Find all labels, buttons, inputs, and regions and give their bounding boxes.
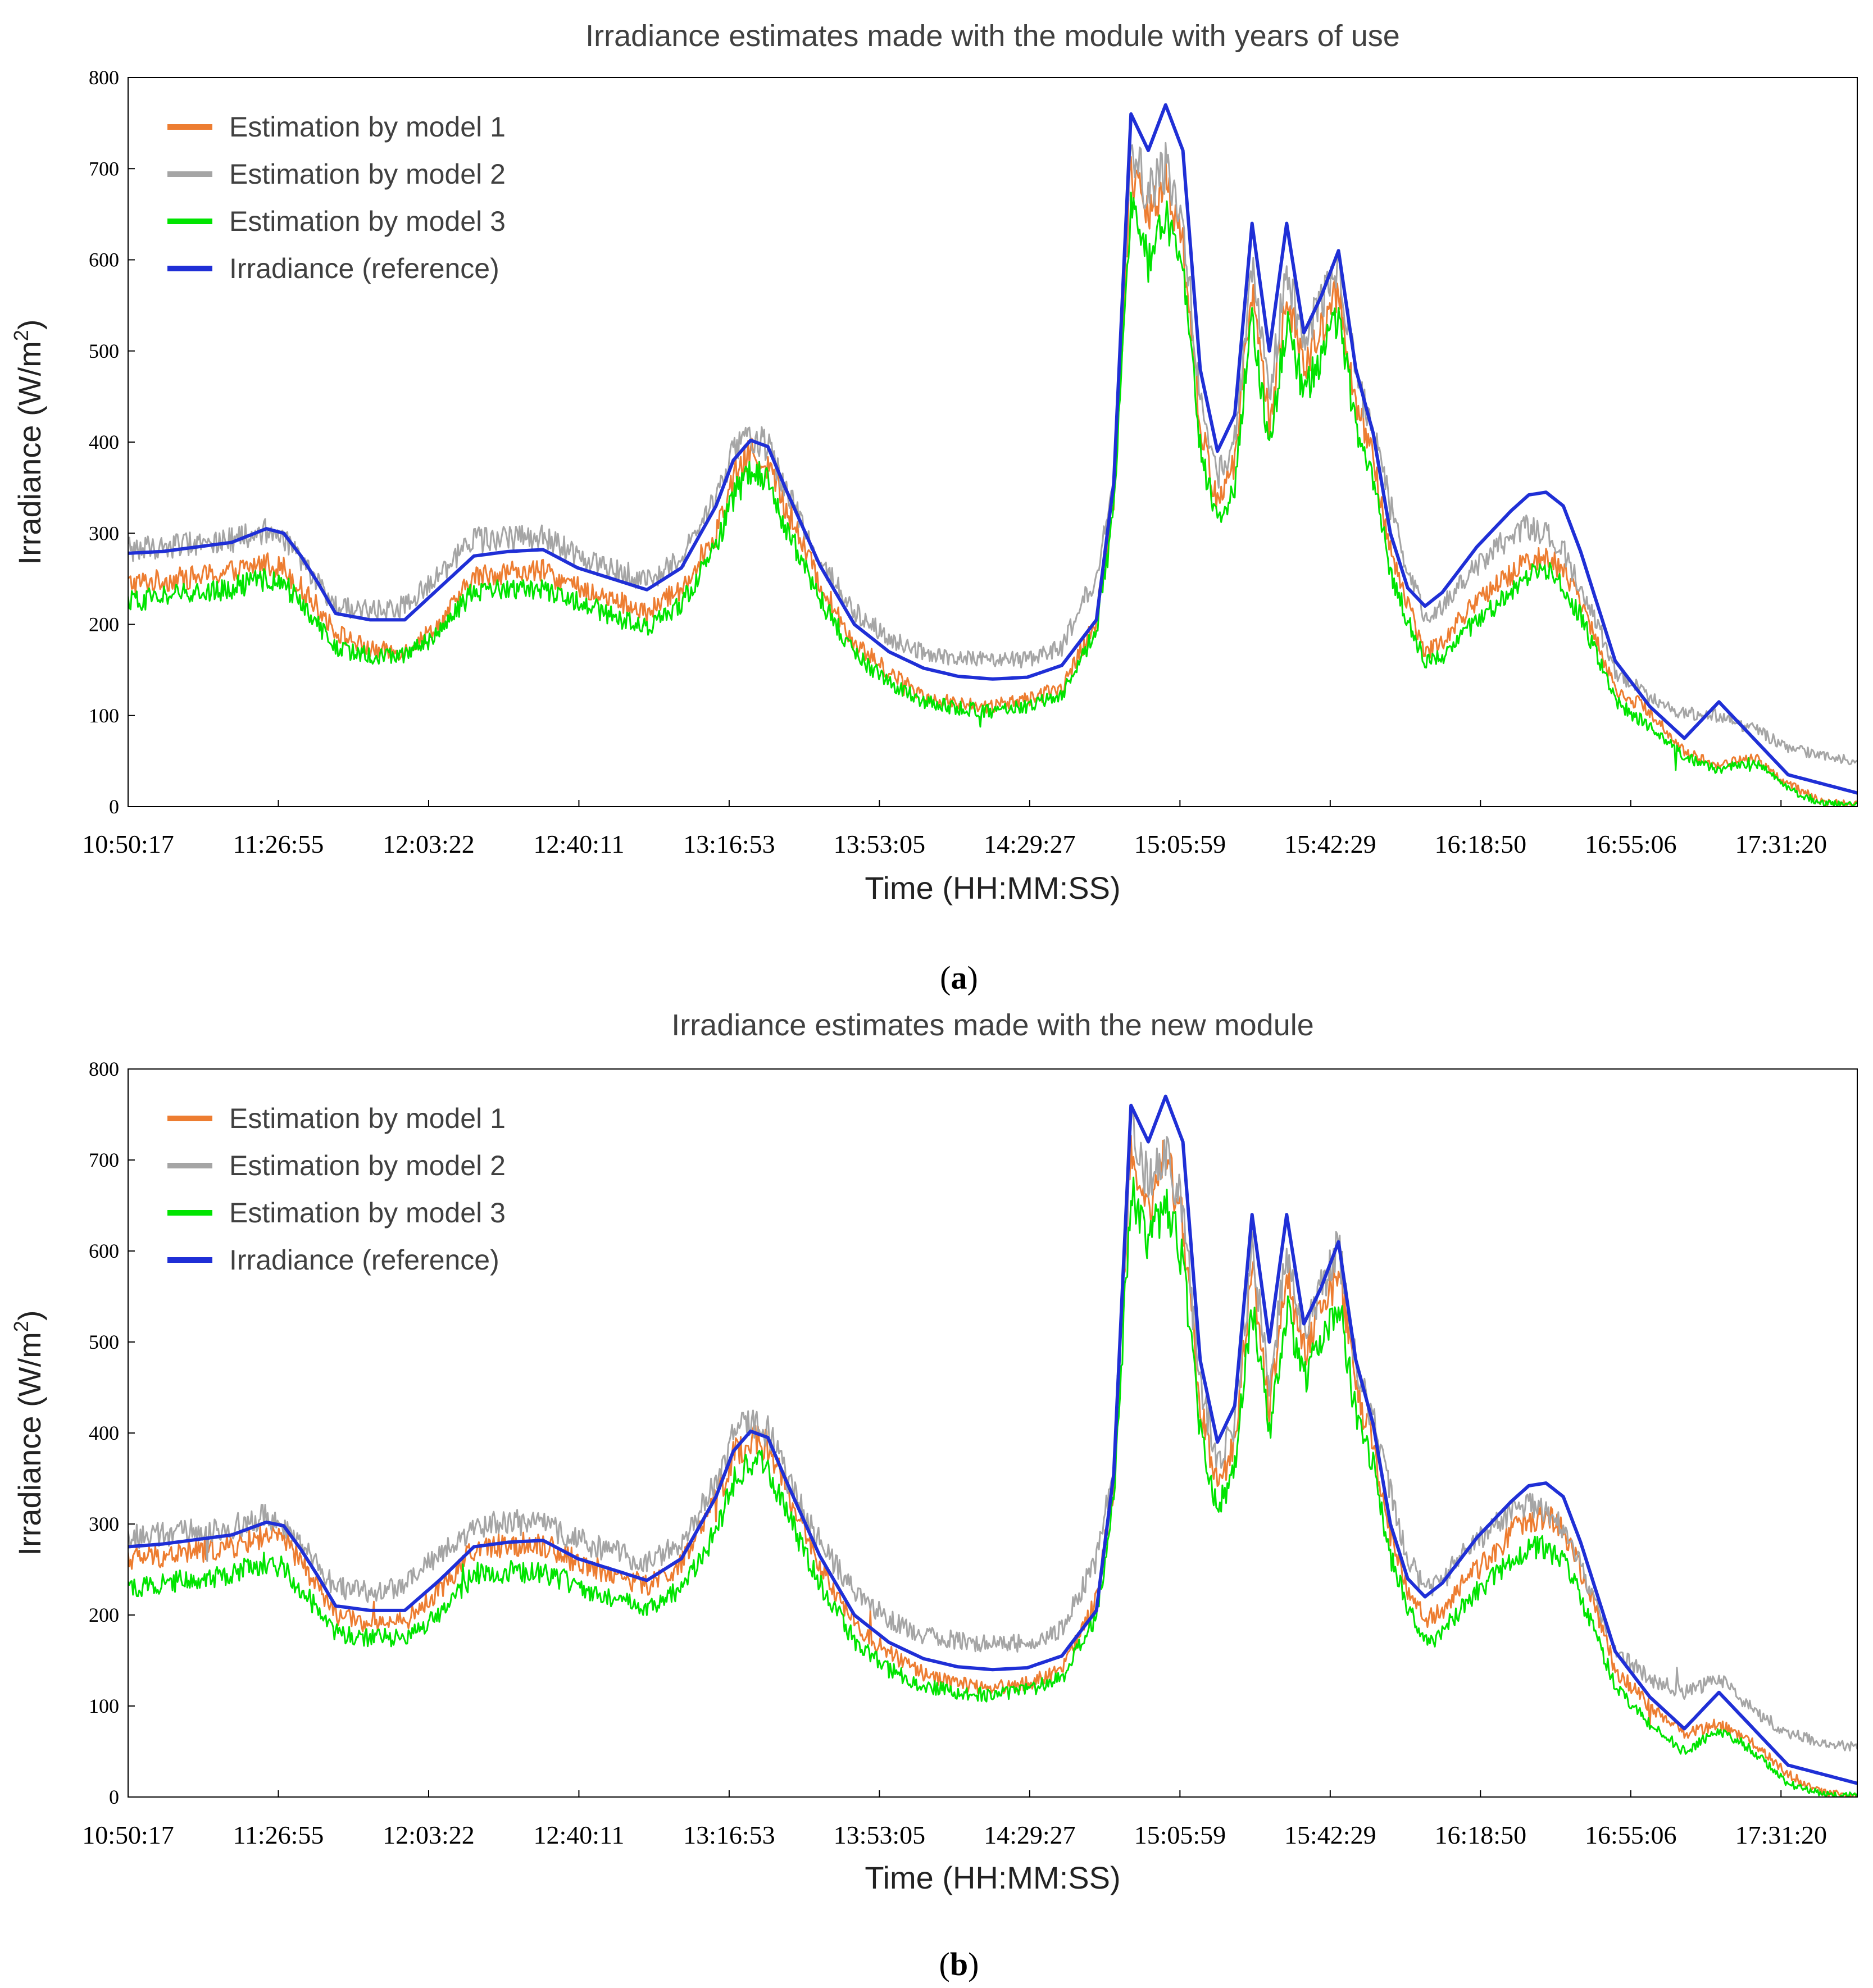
x-tick-label: 15:42:29 — [1284, 1821, 1376, 1849]
series-line-3 — [128, 1176, 1857, 1797]
legend-label: Estimation by model 1 — [229, 1103, 506, 1134]
panel-caption: (b) — [939, 1946, 979, 1982]
chart-panel-a: Irradiance estimates made with the modul… — [10, 19, 1858, 996]
y-tick-label: 500 — [89, 1331, 119, 1353]
series-group — [128, 1094, 1857, 1797]
y-tick-label: 0 — [109, 795, 119, 818]
y-tick-label: 400 — [89, 1422, 119, 1444]
x-tick-label: 15:05:59 — [1134, 830, 1226, 858]
y-axis-label: Irradiance (W/m2) — [10, 1311, 47, 1556]
panel-caption-letter: a — [951, 959, 967, 996]
y-tick-label: 400 — [89, 431, 119, 453]
y-tick-label: 600 — [89, 1240, 119, 1262]
x-tick-label: 13:53:05 — [834, 1821, 926, 1849]
x-tick-label: 15:05:59 — [1134, 1821, 1226, 1849]
x-tick-label: 12:03:22 — [383, 830, 475, 858]
legend-label: Irradiance (reference) — [229, 253, 499, 284]
x-tick-label: 12:40:11 — [534, 830, 625, 858]
series-line-2 — [128, 1109, 1857, 1752]
y-axis-label-superscript: 2 — [10, 1321, 33, 1332]
y-tick-label: 0 — [109, 1786, 119, 1808]
series-line-3 — [128, 192, 1857, 807]
legend-label: Estimation by model 2 — [229, 158, 506, 190]
y-axis-label: Irradiance (W/m2) — [10, 320, 47, 565]
y-tick-label: 800 — [89, 66, 119, 89]
series-group — [128, 103, 1857, 807]
series-line-4 — [128, 103, 1857, 795]
plot-frame — [128, 77, 1858, 807]
panel-caption: (a) — [940, 959, 978, 996]
y-axis-label-close: ) — [12, 1311, 47, 1321]
legend-label: Estimation by model 2 — [229, 1150, 506, 1181]
legend-label: Irradiance (reference) — [229, 1244, 499, 1276]
y-tick-label: 100 — [89, 704, 119, 727]
x-tick-label: 14:29:27 — [984, 1821, 1076, 1849]
y-axis-label-main: Irradiance (W/m — [12, 341, 47, 565]
panel-caption-letter: b — [950, 1946, 968, 1982]
legend-label: Estimation by model 3 — [229, 1197, 506, 1229]
y-tick-label: 100 — [89, 1695, 119, 1717]
x-tick-label: 16:18:50 — [1435, 830, 1527, 858]
y-tick-label: 300 — [89, 1513, 119, 1535]
y-axis-label-close: ) — [12, 320, 47, 330]
x-axis-label: Time (HH:MM:SS) — [865, 1860, 1120, 1895]
plot-frame — [128, 1068, 1858, 1798]
x-tick-label: 12:03:22 — [383, 1821, 475, 1849]
series-line-4 — [128, 1094, 1857, 1785]
series-line-2 — [128, 142, 1857, 766]
chart-title: Irradiance estimates made with the new m… — [671, 1008, 1314, 1042]
x-tick-label: 14:29:27 — [984, 830, 1076, 858]
y-tick-label: 500 — [89, 340, 119, 362]
y-tick-label: 200 — [89, 1604, 119, 1626]
x-tick-label: 11:26:55 — [233, 830, 324, 858]
chart-title: Irradiance estimates made with the modul… — [585, 19, 1400, 53]
x-tick-label: 11:26:55 — [233, 1821, 324, 1849]
x-tick-label: 15:42:29 — [1284, 830, 1376, 858]
x-tick-label: 10:50:17 — [82, 1821, 174, 1849]
legend-label: Estimation by model 3 — [229, 206, 506, 237]
x-tick-label: 16:55:06 — [1585, 1821, 1677, 1849]
x-tick-label: 17:31:20 — [1735, 1821, 1827, 1849]
x-tick-label: 13:16:53 — [683, 1821, 775, 1849]
x-tick-label: 16:18:50 — [1435, 1821, 1527, 1849]
x-tick-label: 16:55:06 — [1585, 830, 1677, 858]
x-axis-label: Time (HH:MM:SS) — [865, 870, 1120, 906]
x-tick-label: 13:16:53 — [683, 830, 775, 858]
y-tick-label: 800 — [89, 1058, 119, 1080]
y-axis-label-superscript: 2 — [10, 330, 33, 341]
y-tick-label: 700 — [89, 1149, 119, 1171]
x-tick-label: 17:31:20 — [1735, 830, 1827, 858]
y-axis-label-main: Irradiance (W/m — [12, 1332, 47, 1555]
y-tick-label: 200 — [89, 613, 119, 636]
chart-panel-b: Irradiance estimates made with the new m… — [10, 1008, 1858, 1982]
x-tick-label: 12:40:11 — [534, 1821, 625, 1849]
x-tick-label: 10:50:17 — [82, 830, 174, 858]
y-tick-label: 300 — [89, 522, 119, 544]
y-tick-label: 600 — [89, 249, 119, 271]
y-tick-label: 700 — [89, 157, 119, 180]
x-tick-label: 13:53:05 — [834, 830, 926, 858]
legend-label: Estimation by model 1 — [229, 111, 506, 143]
